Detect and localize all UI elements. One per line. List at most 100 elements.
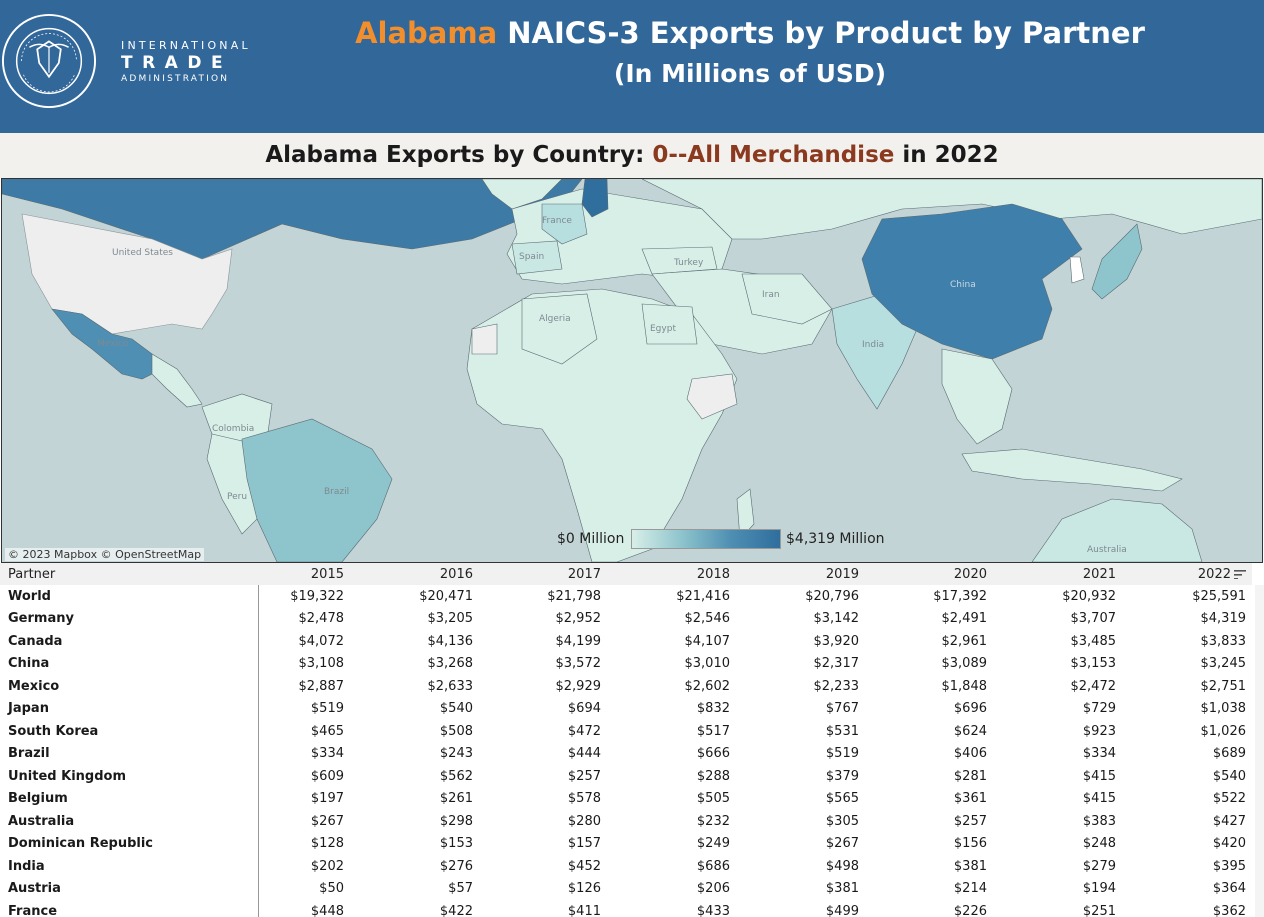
map-label-india: India (862, 340, 884, 350)
value-cell: $1,026 (1200, 723, 1247, 739)
value-cell: $686 (696, 858, 730, 874)
value-cell: $157 (567, 836, 601, 852)
value-cell: $206 (696, 881, 730, 897)
map-country-western-sahara[interactable] (471, 323, 498, 355)
column-header-2017[interactable]: 2017 (479, 563, 607, 585)
table-scrollbar[interactable] (1255, 585, 1264, 917)
column-header-2016[interactable]: 2016 (350, 563, 479, 585)
table-row[interactable]: India $202 $276 $452 $686 $498 $381 $279 $395 (0, 855, 1252, 878)
map-country-madagascar[interactable] (736, 488, 755, 540)
map-country-algeria[interactable] (521, 293, 598, 365)
value-cell: $531 (825, 723, 859, 739)
value-cell: $248 (1082, 836, 1116, 852)
value-cell: $3,920 (813, 633, 860, 649)
column-header-partner[interactable]: Partner (0, 563, 258, 585)
column-header-2020[interactable]: 2020 (865, 563, 993, 585)
value-cell: $609 (257, 765, 350, 788)
value-cell: $689 (1212, 746, 1246, 762)
value-cell: $666 (696, 746, 730, 762)
map-label-algeria: Algeria (539, 314, 571, 324)
column-header-2022[interactable]: 2022 (1122, 563, 1252, 585)
value-cell: $729 (1082, 701, 1116, 717)
value-cell: $694 (567, 701, 601, 717)
table-row[interactable]: South Korea $465 $508 $472 $517 $531 $624 $923 $… (0, 720, 1252, 743)
value-cell: $25,591 (1192, 588, 1246, 604)
value-cell: $420 (1212, 836, 1246, 852)
map-country-germany[interactable] (581, 179, 609, 218)
map-country-ethiopia[interactable] (686, 373, 738, 420)
value-cell: $767 (825, 701, 859, 717)
map-country-brazil[interactable] (241, 418, 393, 562)
map-country-egypt[interactable] (641, 303, 698, 345)
value-cell: $1,848 (941, 678, 988, 694)
map-country-greenland[interactable] (481, 179, 563, 210)
map-country-south-korea[interactable] (1069, 256, 1085, 284)
map-canvas[interactable]: United States Mexico Colombia Brazil Per… (2, 179, 1262, 562)
table-row[interactable]: Canada $4,072 $4,136 $4,199 $4,107 $3,920 $2,9… (0, 630, 1252, 653)
table-row[interactable]: United Kingdom $609 $562 $257 $288 $379 $281 $4… (0, 765, 1252, 788)
value-cell: $624 (953, 723, 987, 739)
table-row[interactable]: Dominican Republic $128 $153 $157 $249 $267 $1… (0, 832, 1252, 855)
value-cell: $444 (567, 746, 601, 762)
value-cell: $4,199 (555, 633, 602, 649)
map-label-turkey: Turkey (673, 258, 704, 268)
column-header-2021[interactable]: 2021 (993, 563, 1122, 585)
table-row[interactable]: Austria $50 $57 $126 $206 $381 $214 $194 $364 (0, 877, 1252, 900)
map-country-russia[interactable] (641, 179, 1262, 240)
partner-cell: Australia (8, 813, 75, 829)
value-cell: $2,472 (1070, 678, 1117, 694)
table-row[interactable]: Australia $267 $298 $280 $232 $305 $257 $383 $42… (0, 810, 1252, 833)
table-row[interactable]: Germany $2,478 $3,205 $2,952 $2,546 $3,142 $2,… (0, 607, 1252, 630)
value-cell: $562 (439, 768, 473, 784)
value-cell: $288 (696, 768, 730, 784)
partner-cell: Japan (8, 701, 49, 717)
value-cell: $923 (1082, 723, 1116, 739)
value-cell: $2,602 (684, 678, 731, 694)
map-region-africa[interactable] (466, 288, 738, 562)
table-row[interactable]: Japan $519 $540 $694 $832 $767 $696 $729 $1,038 (0, 697, 1252, 720)
value-cell: $540 (1212, 768, 1246, 784)
value-cell: $3,089 (941, 656, 988, 672)
value-cell: $427 (1212, 813, 1246, 829)
value-cell: $465 (257, 720, 350, 743)
column-header-2019[interactable]: 2019 (736, 563, 865, 585)
map-country-china[interactable] (861, 203, 1083, 360)
choropleth-map[interactable]: United States Mexico Colombia Brazil Per… (1, 178, 1263, 563)
table-row[interactable]: Mexico $2,887 $2,633 $2,929 $2,602 $2,233 $1,8… (0, 675, 1252, 698)
table-row[interactable]: France $448 $422 $411 $433 $499 $226 $251 $362 (0, 900, 1252, 917)
map-country-iran[interactable] (741, 273, 833, 325)
map-country-france[interactable] (541, 203, 588, 245)
partner-cell: Belgium (8, 791, 68, 807)
value-cell: $578 (567, 791, 601, 807)
map-region-southeast-asia[interactable] (941, 348, 1013, 445)
value-cell: $361 (953, 791, 987, 807)
value-cell: $281 (953, 768, 987, 784)
value-cell: $4,107 (684, 633, 731, 649)
table-row[interactable]: World $19,322 $20,471 $21,798 $21,416 $20,796… (0, 585, 1252, 608)
value-cell: $3,108 (257, 652, 350, 675)
map-country-spain[interactable] (511, 240, 563, 275)
map-country-australia[interactable] (1031, 498, 1203, 562)
map-country-japan[interactable] (1091, 223, 1143, 300)
value-cell: $3,245 (1200, 656, 1247, 672)
map-country-turkey[interactable] (641, 246, 718, 275)
table-row[interactable]: Belgium $197 $261 $578 $505 $565 $361 $415 $522 (0, 787, 1252, 810)
value-cell: $21,798 (547, 588, 601, 604)
map-attribution[interactable]: © 2023 Mapbox © OpenStreetMap (5, 548, 205, 561)
value-cell: $3,153 (1070, 656, 1117, 672)
map-region-indonesia[interactable] (961, 448, 1183, 492)
section-title-product[interactable]: 0--All Merchandise (652, 142, 895, 168)
column-header-2018[interactable]: 2018 (607, 563, 736, 585)
value-cell: $194 (1082, 881, 1116, 897)
section-header: Alabama Exports by Country: 0--All Merch… (0, 133, 1264, 178)
value-cell: $379 (825, 768, 859, 784)
sort-descending-icon[interactable] (1234, 569, 1246, 579)
value-cell: $383 (1082, 813, 1116, 829)
map-region-central-america[interactable] (151, 353, 203, 408)
table-row[interactable]: Brazil $334 $243 $444 $666 $519 $406 $334 $689 (0, 742, 1252, 765)
value-cell: $197 (257, 787, 350, 810)
table-row[interactable]: China $3,108 $3,268 $3,572 $3,010 $2,317 $3,08… (0, 652, 1252, 675)
value-cell: $406 (953, 746, 987, 762)
map-country-peru[interactable] (206, 433, 258, 535)
column-header-2015[interactable]: 2015 (258, 563, 350, 585)
